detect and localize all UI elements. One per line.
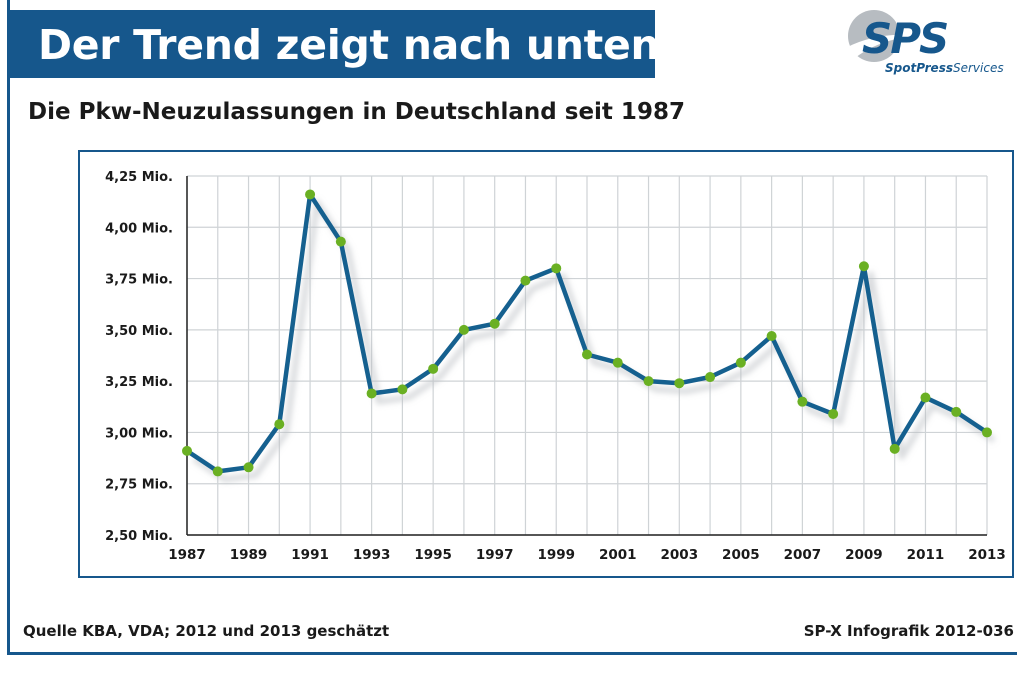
- data-point-2006: [766, 331, 777, 342]
- sps-logo: SPS: [842, 10, 949, 63]
- data-point-2002: [643, 376, 654, 387]
- y-axis-ticks: 2,50 Mio. 2,75 Mio. 3,00 Mio. 3,25 Mio. 3,50…: [105, 170, 173, 544]
- x-tick-label: 2009: [845, 547, 883, 563]
- headline: Der Trend zeigt nach unten: [38, 21, 660, 69]
- data-point-2005: [735, 357, 746, 368]
- data-point-1987: [182, 445, 192, 456]
- frame-bottom-border: [7, 652, 1017, 655]
- credit-line: SP-X Infografik 2012-036: [803, 622, 1014, 640]
- data-point-2011: [920, 392, 931, 403]
- logo-tagline-part2: Services: [952, 61, 1004, 75]
- x-tick-label: 1989: [230, 547, 268, 563]
- data-point-2007: [797, 396, 808, 407]
- data-point-2010: [889, 443, 900, 454]
- logo-tagline-part1: SpotPress: [885, 61, 953, 75]
- x-tick-label: 2001: [599, 547, 637, 563]
- x-tick-label: 2011: [907, 547, 945, 563]
- x-tick-label: 2007: [784, 547, 822, 563]
- data-point-1989: [243, 462, 254, 473]
- line-chart: 2,50 Mio. 2,75 Mio. 3,00 Mio. 3,25 Mio. 3,50…: [105, 170, 1006, 563]
- data-point-1998: [520, 275, 531, 286]
- data-point-1994: [397, 384, 408, 395]
- x-tick-label: 2005: [722, 547, 760, 563]
- data-point-2003: [674, 378, 685, 389]
- data-point-1990: [274, 419, 285, 430]
- data-point-1996: [458, 324, 469, 335]
- y-tick-label: 3,25 Mio.: [105, 375, 173, 390]
- x-tick-label: 1995: [414, 547, 452, 563]
- data-point-2013: [982, 427, 992, 438]
- x-tick-label: 1991: [291, 547, 329, 563]
- data-point-2009: [858, 261, 869, 272]
- data-point-2000: [582, 349, 592, 360]
- data-point-2008: [828, 408, 839, 419]
- data-point-1999: [551, 263, 562, 274]
- logo-tagline: SpotPressServices: [885, 61, 1004, 75]
- x-tick-label: 2013: [968, 547, 1006, 563]
- data-point-2012: [951, 406, 962, 417]
- x-tick-label: 1987: [168, 547, 206, 563]
- series-shadow: [192, 199, 996, 483]
- headline-banner: Der Trend zeigt nach unten: [10, 10, 660, 78]
- chart-title: Die Pkw-Neuzulassungen in Deutschland se…: [28, 99, 685, 125]
- data-point-1993: [366, 388, 377, 399]
- data-point-1995: [428, 363, 439, 374]
- data-point-1988: [212, 466, 223, 477]
- chart-frame: [78, 150, 1014, 578]
- source-note: Quelle KBA, VDA; 2012 und 2013 geschätzt: [23, 622, 390, 640]
- x-axis-ticks: 1987 1989 1991 1993 1995 1997 1999 2001 2003 2005…: [168, 547, 1006, 563]
- y-tick-label: 3,75 Mio.: [105, 273, 173, 288]
- data-point-2004: [705, 372, 716, 383]
- series-markers: [182, 189, 992, 477]
- data-point-1991: [305, 189, 316, 200]
- x-tick-label: 1999: [537, 547, 575, 563]
- logo-swoosh-cut: [842, 34, 926, 62]
- logo-mark: SPS: [862, 14, 947, 63]
- data-point-1992: [335, 236, 346, 247]
- y-tick-label: 2,50 Mio.: [105, 529, 173, 544]
- y-tick-label: 3,50 Mio.: [105, 324, 173, 339]
- x-tick-label: 1993: [353, 547, 391, 563]
- x-tick-label: 2003: [661, 547, 699, 563]
- series-line-shadow: [192, 199, 996, 483]
- frame-left-border: [7, 0, 10, 655]
- y-tick-label: 2,75 Mio.: [105, 478, 173, 493]
- y-tick-label: 3,00 Mio.: [105, 426, 173, 441]
- y-tick-label: 4,25 Mio.: [105, 170, 173, 185]
- data-point-1997: [489, 318, 500, 329]
- y-tick-label: 4,00 Mio.: [105, 221, 173, 236]
- x-tick-label: 1997: [476, 547, 514, 563]
- data-point-2001: [612, 357, 623, 368]
